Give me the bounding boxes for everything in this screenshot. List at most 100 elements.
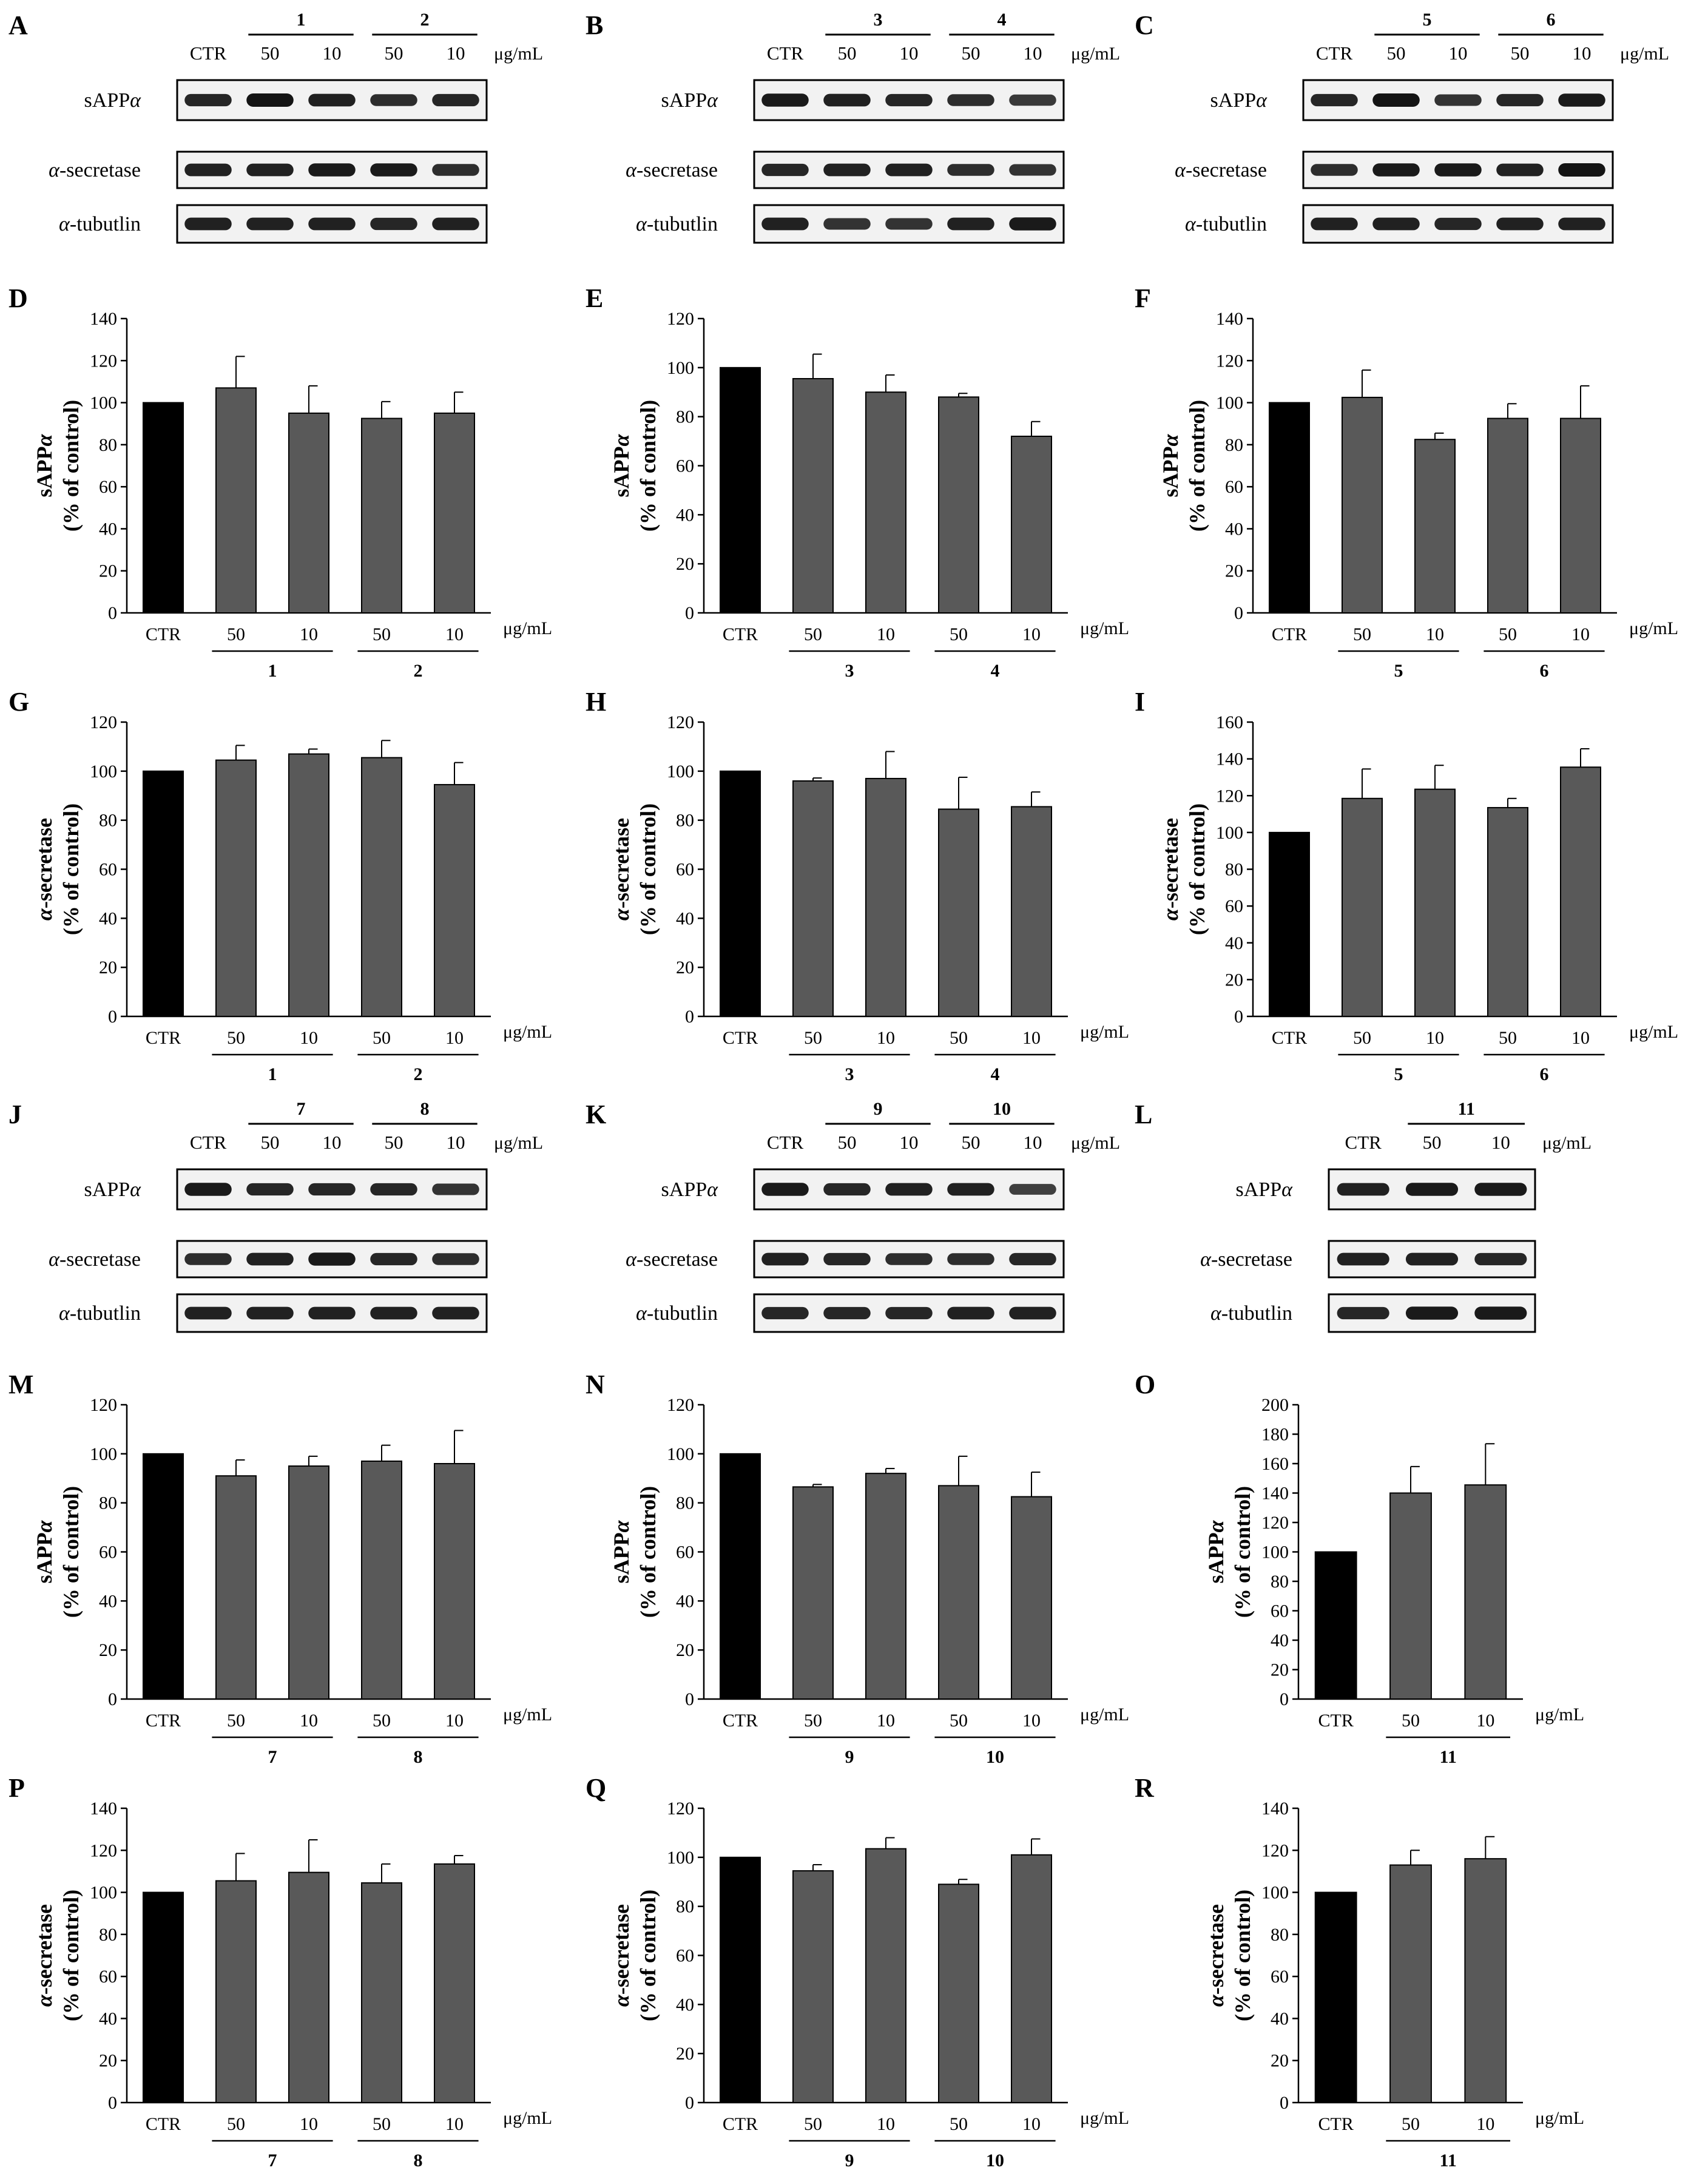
blot-panel-B: B 3 4 CTR 50 10 50 10 μg/mL sAPPα α-secretase α-tub… [586, 10, 1132, 255]
group-label: 3 [874, 10, 883, 30]
y-tick-label: 80 [99, 1493, 117, 1513]
blot-band [432, 1183, 479, 1195]
y-axis-label: α-secretase (% of control) [32, 803, 83, 935]
chart-panel-E: E 0 20 40 60 80 100 120 sAPPα (% of control) CTR 50… [586, 283, 1144, 686]
x-tick-label: CTR [1272, 624, 1307, 644]
bar [215, 387, 257, 613]
y-tick-label: 120 [1216, 351, 1243, 371]
blot-band [1405, 1183, 1459, 1196]
bar [288, 1465, 329, 1700]
x-tick-label: CTR [146, 1711, 181, 1731]
blot-band [1372, 217, 1420, 231]
band-label: α-secretase [1200, 1248, 1292, 1271]
blot-band [947, 94, 994, 106]
y-tick-label: 140 [1261, 1799, 1289, 1819]
y-tick-label: 0 [108, 1689, 117, 1709]
blot-svg: 5 6 CTR 50 10 50 10 μg/mL sAPPα α-secretase α-tubu… [1175, 10, 1669, 244]
y-label-line: (% of control) [636, 400, 660, 532]
x-tick-label: 10 [445, 2114, 464, 2134]
bar [1342, 797, 1383, 1017]
bar [1464, 1858, 1507, 2103]
y-label-line: (% of control) [636, 803, 660, 935]
y-tick-label: 120 [90, 1840, 117, 1860]
bar [865, 1848, 906, 2103]
y-label-line: (% of control) [59, 803, 83, 935]
blot-band [761, 93, 809, 107]
blot-band [1474, 1252, 1527, 1266]
y-axis-label: α-secretase (% of control) [1204, 1890, 1255, 2021]
y-tick-label: 0 [685, 1689, 694, 1709]
bar [1389, 1492, 1432, 1700]
y-tick-label: 20 [99, 561, 117, 581]
band-label: α-secretase [626, 1248, 718, 1271]
lane-label: 10 [1024, 42, 1042, 64]
y-tick-label: 60 [1271, 1601, 1289, 1621]
lane-label: CTR [767, 1132, 804, 1153]
bar [143, 402, 184, 613]
panel-letter: H [586, 687, 607, 717]
x-tick-label: 10 [877, 624, 895, 644]
x-tick-label: 50 [950, 1028, 968, 1048]
y-tick-label: 140 [1261, 1484, 1289, 1504]
blot-band [246, 1306, 294, 1320]
x-tick-label: 50 [950, 624, 968, 644]
x-tick-label: 10 [445, 1028, 464, 1048]
y-tick-label: 100 [1261, 1542, 1289, 1563]
chart-svg: 0 20 40 60 80 100 120 140 sAPPα (% of control) CTR… [32, 309, 552, 681]
bar [1342, 396, 1383, 614]
x-tick-label: 50 [1402, 2114, 1420, 2134]
lane-label: 10 [323, 42, 342, 64]
units-label: μg/mL [1629, 618, 1678, 638]
bar [1414, 439, 1456, 613]
units-label: μg/mL [1071, 44, 1120, 64]
group-label: 7 [268, 1747, 277, 1767]
units-label: μg/mL [1535, 2108, 1584, 2128]
y-label-line: α-secretase [32, 818, 56, 921]
x-tick-label: CTR [146, 624, 181, 644]
band-label: α-secretase [49, 1248, 141, 1271]
blot-band [823, 218, 871, 230]
lane-label: 50 [838, 42, 857, 64]
blot-band [1337, 1252, 1389, 1266]
y-label-line: sAPPα [32, 433, 56, 497]
blot-band [823, 1252, 871, 1266]
blot-band [1496, 93, 1544, 107]
blot-band [370, 163, 417, 177]
y-tick-label: 20 [676, 1640, 694, 1660]
group-label: 6 [1540, 1064, 1549, 1084]
lane-label: CTR [190, 1132, 227, 1153]
units-label: μg/mL [503, 1022, 552, 1042]
bar [1011, 1496, 1052, 1700]
group-label: 11 [1439, 2151, 1456, 2171]
y-tick-label: 20 [676, 554, 694, 574]
group-label: 9 [874, 1099, 883, 1119]
y-tick-label: 40 [99, 2009, 117, 2029]
x-tick-label: CTR [723, 1711, 758, 1731]
bar [720, 770, 761, 1017]
y-tick-label: 40 [676, 505, 694, 525]
y-tick-label: 120 [90, 1395, 117, 1415]
y-tick-label: 100 [667, 1444, 694, 1464]
chart-panel-F: F 0 20 40 60 80 100 120 140 sAPPα (% of control) CT… [1135, 283, 1693, 686]
x-tick-label: 10 [300, 2114, 318, 2134]
panel-letter: Q [586, 1773, 607, 1803]
lane-label: 10 [447, 1132, 465, 1153]
group-label: 2 [420, 10, 430, 30]
panel-letter: P [8, 1773, 25, 1803]
y-tick-label: 100 [1216, 823, 1243, 843]
blot-band [432, 93, 479, 107]
blot-band [947, 1306, 994, 1320]
blot-band [761, 163, 809, 177]
bar [1314, 1551, 1357, 1700]
y-axis-label: α-secretase (% of control) [32, 1890, 83, 2021]
blot-band [1558, 93, 1605, 107]
blot-band [947, 217, 994, 231]
x-tick-label: 50 [804, 1711, 822, 1731]
y-tick-label: 60 [1271, 1967, 1289, 1987]
blot-band [370, 1183, 417, 1196]
blot-band [761, 1306, 809, 1320]
y-axis-label: sAPPα (% of control) [609, 400, 660, 532]
blot-panel-K: K 9 10 CTR 50 10 50 10 μg/mL sAPPα α-secretase α-tu… [586, 1099, 1132, 1344]
y-label-line: (% of control) [59, 1486, 83, 1618]
bar [1011, 1854, 1052, 2104]
